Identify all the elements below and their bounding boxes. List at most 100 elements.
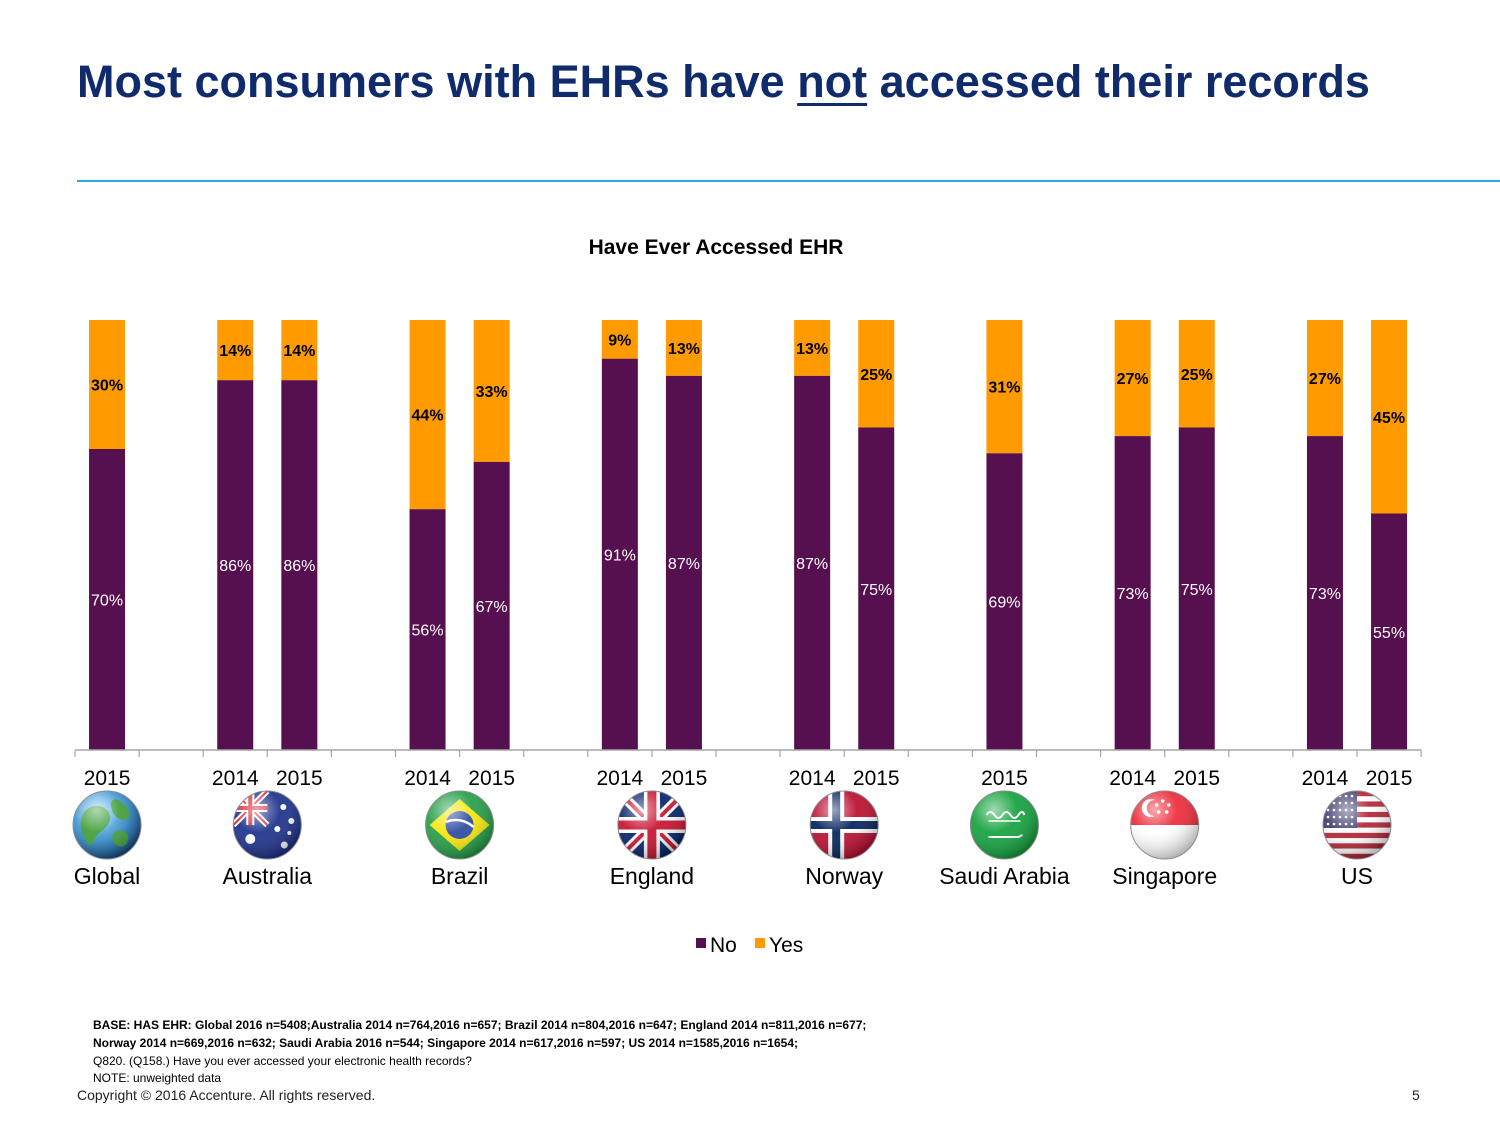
footnote-question: Q820. (Q158.) Have you ever accessed you… — [93, 1054, 472, 1068]
x-tick-label-year: 2014 — [404, 767, 451, 790]
bar-yes-global-2015 — [89, 320, 126, 449]
bar-no-norway-2014 — [794, 375, 831, 750]
bars-layer: 30% 70% 2015 14% 86% 2014 14% 86% 2015 44% 56% 2014… — [74, 320, 1422, 790]
bar-yes-singapore-2014 — [1114, 320, 1151, 437]
title-text-end: accessed their records — [867, 56, 1370, 107]
title-underlined-word: not — [797, 56, 868, 107]
globe-icon — [72, 790, 142, 860]
bar-yes-us-2015 — [1371, 320, 1408, 514]
bar-yes-norway-2014 — [794, 320, 831, 376]
bar-no-global-2015 — [89, 449, 126, 750]
data-label-no: 87% — [796, 556, 828, 573]
bar-yes-us-2014 — [1306, 320, 1343, 437]
country-label: Saudi Arabia — [939, 863, 1070, 889]
flags-layer: Global Australia Brazil England Norway Saudi … — [72, 790, 1392, 889]
country-label: Global — [74, 863, 140, 889]
bar-no-england-2014 — [601, 358, 638, 750]
x-tick-label-year: 2015 — [661, 767, 708, 790]
data-label-yes: 27% — [1117, 371, 1149, 388]
bar-yes-brazil-2015 — [473, 320, 510, 462]
x-tick-label-year: 2014 — [789, 767, 836, 790]
x-tick-label-year: 2015 — [853, 767, 900, 790]
x-tick-label-year: 2014 — [212, 767, 259, 790]
data-label-no: 73% — [1309, 586, 1341, 603]
saudi-arabia-flag-icon — [969, 790, 1039, 860]
x-tick-label-year: 2014 — [596, 767, 643, 790]
data-label-yes: 31% — [988, 380, 1020, 397]
data-label-no: 86% — [283, 558, 315, 575]
x-tick-label-year: 2015 — [981, 767, 1028, 790]
bar-yes-australia-2015 — [281, 320, 318, 381]
bar-yes-australia-2014 — [217, 320, 254, 381]
slide-title: Most consumers with EHRs have not access… — [77, 52, 1457, 112]
data-label-yes: 30% — [91, 378, 123, 395]
country-label: Brazil — [431, 863, 489, 889]
data-label-no: 55% — [1373, 625, 1405, 642]
bar-no-australia-2015 — [281, 380, 318, 750]
x-tick-label-year: 2015 — [84, 767, 131, 790]
legend-label-no: No — [710, 934, 737, 957]
data-label-yes: 27% — [1309, 371, 1341, 388]
norway-flag-icon — [809, 790, 879, 860]
bar-no-singapore-2014 — [1114, 436, 1151, 750]
title-text-start: Most consumers with EHRs have — [77, 56, 798, 107]
footnote-base-line1: BASE: HAS EHR: Global 2016 n=5408;Austra… — [93, 1018, 867, 1032]
data-label-yes: 44% — [412, 408, 444, 425]
bar-yes-saudi-arabia-2015 — [986, 320, 1023, 454]
footnote-base-line2: Norway 2014 n=669,2016 n=632; Saudi Arab… — [93, 1036, 798, 1050]
data-label-yes: 13% — [668, 341, 700, 358]
bar-no-brazil-2015 — [473, 461, 510, 750]
bar-no-australia-2014 — [217, 380, 254, 750]
data-label-no: 70% — [91, 593, 123, 610]
data-label-yes: 25% — [1181, 367, 1213, 384]
data-label-yes: 45% — [1373, 410, 1405, 427]
footnote-note: NOTE: unweighted data — [93, 1071, 222, 1085]
x-tick-label-year: 2014 — [1302, 767, 1349, 790]
legend-swatch-no — [696, 938, 706, 948]
page-number: 5 — [1412, 1087, 1420, 1103]
us-flag-icon — [1322, 790, 1392, 860]
x-tick-label-year: 2014 — [1109, 767, 1156, 790]
bar-yes-brazil-2014 — [409, 320, 446, 510]
australia-flag-icon — [232, 790, 302, 860]
data-label-no: 75% — [1181, 582, 1213, 599]
singapore-flag-icon — [1130, 790, 1200, 860]
data-label-yes: 25% — [860, 367, 892, 384]
data-label-no: 75% — [860, 582, 892, 599]
data-label-no: 73% — [1117, 586, 1149, 603]
data-label-yes: 14% — [283, 343, 315, 360]
bar-yes-norway-2015 — [858, 320, 895, 428]
uk-flag-icon — [617, 790, 687, 860]
x-tick-label-year: 2015 — [468, 767, 515, 790]
country-label: US — [1341, 863, 1373, 889]
country-label: Singapore — [1112, 863, 1217, 889]
country-label: Norway — [805, 863, 883, 889]
country-label: Australia — [223, 863, 313, 889]
data-label-no: 87% — [668, 556, 700, 573]
bar-no-england-2015 — [665, 375, 702, 750]
x-tick-label-year: 2015 — [1173, 767, 1220, 790]
data-label-no: 56% — [412, 623, 444, 640]
bar-yes-england-2014 — [601, 320, 638, 359]
bar-no-us-2014 — [1306, 436, 1343, 750]
data-label-yes: 33% — [476, 384, 508, 401]
data-label-no: 86% — [219, 558, 251, 575]
bar-yes-england-2015 — [665, 320, 702, 376]
data-label-no: 67% — [476, 599, 508, 616]
legend-label-yes: Yes — [769, 934, 803, 957]
legend: No Yes — [696, 934, 803, 957]
data-label-yes: 9% — [608, 332, 631, 349]
bar-no-us-2015 — [1371, 513, 1408, 750]
data-label-yes: 13% — [796, 341, 828, 358]
data-label-no: 69% — [988, 595, 1020, 612]
bar-no-saudi-arabia-2015 — [986, 453, 1023, 750]
data-label-yes: 14% — [219, 343, 251, 360]
country-label: England — [610, 863, 694, 889]
bar-no-norway-2015 — [858, 427, 895, 750]
x-tick-label-year: 2015 — [276, 767, 323, 790]
x-tick-label-year: 2015 — [1366, 767, 1413, 790]
data-label-no: 91% — [604, 547, 636, 564]
bar-yes-singapore-2015 — [1178, 320, 1215, 428]
copyright: Copyright © 2016 Accenture. All rights r… — [77, 1087, 376, 1103]
